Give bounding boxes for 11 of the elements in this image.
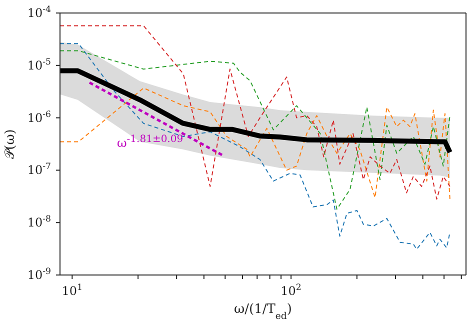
y-tick-label: 10$^{-7}$ [27,162,51,178]
x-tick-label: 10$^{2}$ [280,283,302,298]
y-tick-label: 10$^{-9}$ [27,267,51,282]
y-tick-label: 10$^{-8}$ [27,214,51,230]
x-axis-title: ω/(1/T$_{ed}$) [234,302,292,321]
y-axis-title: 𝒫(ω) [3,129,18,159]
x-tick-label: 10$^{1}$ [62,283,83,298]
y-tick-label: 10$^{-4}$ [27,5,52,20]
y-tick-label: 10$^{-5}$ [27,57,51,72]
annotation: ω$^{-1.81±0.09}$ [117,134,184,150]
y-tick-label: 10$^{-6}$ [27,110,51,125]
